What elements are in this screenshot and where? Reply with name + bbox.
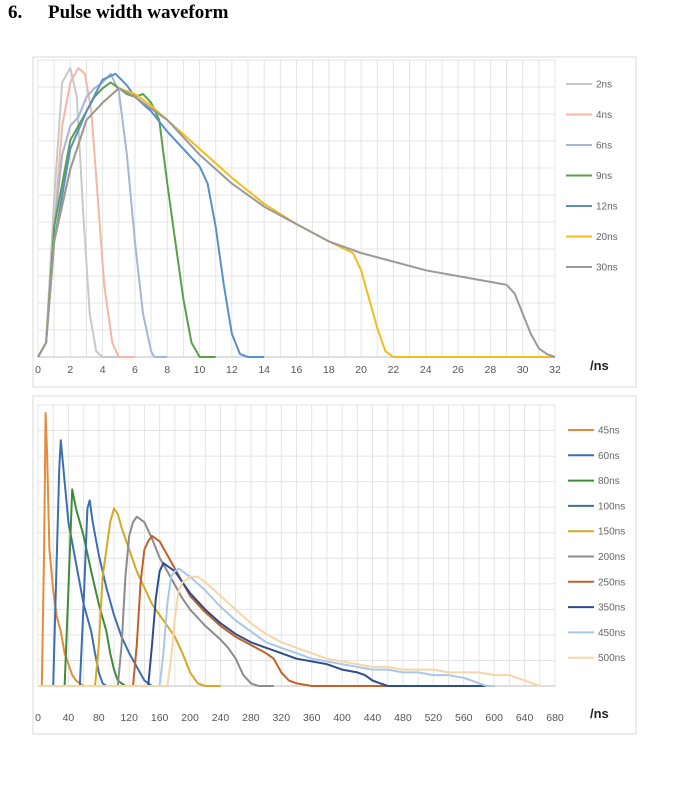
series-line-6ns	[37, 72, 168, 358]
legend-label: 45ns	[598, 426, 620, 437]
series-line-450ns	[38, 567, 495, 687]
x-tick-label: 22	[388, 364, 400, 376]
x-tick-label: 600	[485, 712, 503, 724]
x-tick-label: 40	[63, 712, 75, 724]
section-number: 6.	[8, 2, 23, 23]
series-line-2ns	[37, 67, 119, 358]
section-title: Pulse width waveform	[48, 2, 229, 23]
series-line-100ns	[38, 499, 153, 687]
x-tick-label: 520	[425, 712, 443, 724]
legend-label: 2ns	[596, 80, 612, 91]
x-tick-label: 8	[164, 364, 170, 376]
x-tick-label: 0	[35, 712, 41, 724]
chart-frame	[32, 395, 637, 735]
chart-1: 0 2 4 6 8 10 12 14 16 18 20 22 24 26 28 30 32/ns2ns4ns6n…	[32, 56, 637, 388]
legend-label: 6ns	[596, 141, 612, 152]
x-tick-label: 6	[132, 364, 138, 376]
chart-grid	[37, 59, 556, 358]
series-line-30ns	[37, 87, 556, 358]
series-line-80ns	[38, 488, 126, 687]
x-tick-label: 2	[67, 364, 73, 376]
series-line-500ns	[38, 575, 541, 687]
legend-label: 60ns	[598, 451, 620, 462]
x-tick-label: 680	[546, 712, 564, 724]
x-tick-label: 20	[355, 364, 367, 376]
chart-2: 0 40 80 120 160 200 240 280 320 360 400 440 480 520 56…	[32, 395, 637, 735]
legend-label: 500ns	[598, 653, 625, 664]
series-line-250ns	[38, 534, 464, 687]
x-tick-label: 4	[100, 364, 106, 376]
x-tick-label: 120	[120, 712, 138, 724]
x-unit-label: /ns	[590, 706, 609, 721]
chart-grid	[37, 404, 556, 687]
x-tick-label: 280	[242, 712, 260, 724]
legend-label: 450ns	[598, 628, 625, 639]
x-tick-label: 32	[549, 364, 561, 376]
legend-label: 4ns	[596, 110, 612, 121]
x-tick-label: 30	[517, 364, 529, 376]
x-tick-label: 0	[35, 364, 41, 376]
x-unit-label: /ns	[590, 358, 609, 373]
series-line-60ns	[38, 439, 107, 687]
x-tick-label: 560	[455, 712, 473, 724]
x-tick-label: 440	[364, 712, 382, 724]
legend-label: 30ns	[596, 263, 618, 274]
series-line-45ns	[38, 412, 85, 687]
legend-label: 250ns	[598, 577, 625, 588]
legend-label: 9ns	[596, 171, 612, 182]
x-tick-label: 16	[291, 364, 303, 376]
series-line-350ns	[38, 562, 495, 687]
x-tick-label: 18	[323, 364, 335, 376]
x-tick-label: 240	[212, 712, 230, 724]
x-tick-label: 80	[93, 712, 105, 724]
x-tick-label: 28	[485, 364, 497, 376]
legend-label: 350ns	[598, 603, 625, 614]
x-tick-label: 200	[181, 712, 199, 724]
legend-label: 80ns	[598, 476, 620, 487]
legend-label: 12ns	[596, 202, 618, 213]
x-tick-label: 320	[273, 712, 291, 724]
legend-label: 20ns	[596, 232, 618, 243]
section-heading: 6. Pulse width waveform	[8, 2, 228, 24]
x-tick-label: 10	[194, 364, 206, 376]
x-tick-label: 360	[303, 712, 321, 724]
x-tick-label: 24	[420, 364, 432, 376]
x-tick-label: 160	[151, 712, 169, 724]
series-line-12ns	[37, 72, 265, 358]
x-tick-label: 26	[452, 364, 464, 376]
x-tick-label: 14	[258, 364, 270, 376]
legend-label: 150ns	[598, 527, 625, 538]
legend-label: 200ns	[598, 552, 625, 563]
x-tick-label: 12	[226, 364, 238, 376]
x-tick-label: 400	[333, 712, 351, 724]
x-tick-label: 480	[394, 712, 412, 724]
x-tick-label: 640	[516, 712, 534, 724]
legend-label: 100ns	[598, 501, 625, 512]
